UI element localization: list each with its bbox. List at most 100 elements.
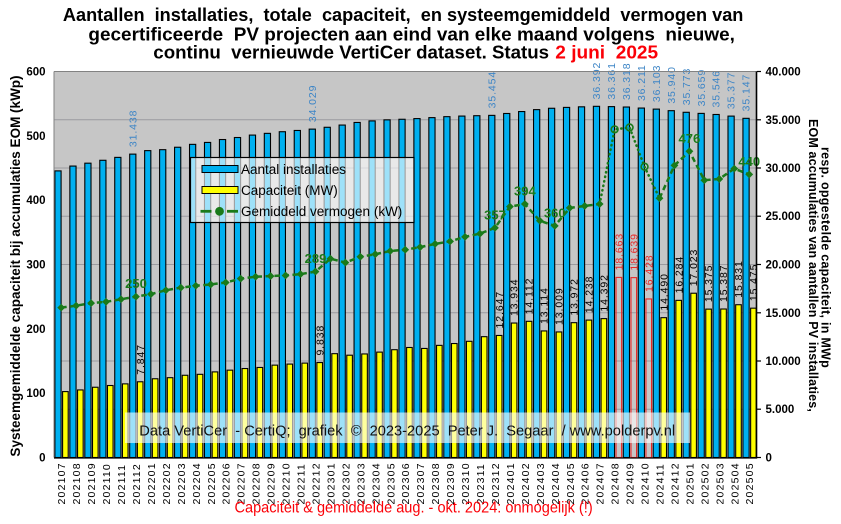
svg-text:2 juni 2025: 2 juni 2025: [555, 42, 658, 63]
svg-text:202208: 202208: [251, 462, 263, 504]
svg-text:202304: 202304: [370, 462, 382, 504]
svg-text:34.029: 34.029: [307, 85, 319, 123]
svg-text:18.639: 18.639: [628, 233, 640, 271]
svg-text:7.847: 7.847: [135, 344, 147, 375]
svg-text:Capaciteit (MW): Capaciteit (MW): [241, 183, 338, 198]
svg-text:202112: 202112: [131, 463, 143, 504]
svg-text:202402: 202402: [520, 462, 532, 504]
svg-text:202207: 202207: [236, 462, 248, 504]
svg-text:202406: 202406: [580, 462, 592, 504]
svg-text:gecertificeerde PV projecten: gecertificeerde PV projecten aan eind va…: [88, 24, 734, 45]
svg-text:202405: 202405: [565, 462, 577, 504]
svg-text:continu vernieuwde VertiCer d: continu vernieuwde VertiCer dataset. Sta…: [153, 42, 549, 63]
svg-text:202401: 202401: [505, 462, 517, 504]
svg-text:35.773: 35.773: [681, 68, 693, 106]
svg-text:440: 440: [738, 154, 760, 169]
svg-text:202311: 202311: [475, 463, 487, 504]
svg-text:202307: 202307: [415, 462, 427, 504]
svg-text:202310: 202310: [460, 462, 472, 504]
svg-text:300: 300: [26, 260, 45, 272]
svg-text:15.375: 15.375: [703, 265, 715, 303]
svg-text:202111: 202111: [116, 464, 128, 505]
svg-text:202409: 202409: [625, 462, 637, 504]
svg-text:289: 289: [305, 251, 327, 266]
svg-text:357: 357: [484, 207, 506, 222]
svg-text:202107: 202107: [56, 462, 68, 504]
svg-text:Aantal installaties: Aantal installaties: [241, 162, 346, 177]
svg-text:202301: 202301: [325, 462, 337, 504]
svg-text:40.000: 40.000: [766, 67, 801, 79]
svg-text:16.284: 16.284: [673, 256, 685, 294]
svg-text:36.318: 36.318: [621, 63, 633, 101]
svg-text:202403: 202403: [535, 462, 547, 504]
svg-text:202501: 202501: [684, 462, 696, 504]
svg-text:202302: 202302: [340, 462, 352, 504]
svg-text:100: 100: [26, 388, 45, 400]
svg-text:13.972: 13.972: [569, 278, 581, 316]
svg-text:14.112: 14.112: [524, 278, 536, 315]
svg-text:394: 394: [514, 184, 536, 199]
svg-text:Gemiddeld vermogen (kW): Gemiddeld vermogen (kW): [241, 204, 402, 219]
svg-text:EOM accumulaties van aantallen: EOM accumulaties van aantallen PV instal…: [806, 119, 820, 412]
svg-text:13.934: 13.934: [509, 279, 521, 317]
svg-text:202404: 202404: [550, 462, 562, 504]
svg-text:202505: 202505: [744, 462, 756, 504]
svg-text:15.387: 15.387: [718, 265, 730, 303]
svg-text:202308: 202308: [430, 462, 442, 504]
svg-text:500: 500: [26, 131, 45, 143]
svg-text:250: 250: [125, 276, 147, 291]
svg-text:20.000: 20.000: [766, 260, 801, 272]
svg-text:Data VertiCer - CertiQ; graf: Data VertiCer - CertiQ; grafiek © 2023-2…: [139, 423, 675, 439]
svg-text:202203: 202203: [176, 462, 188, 504]
svg-text:25.000: 25.000: [766, 211, 801, 223]
svg-text:202504: 202504: [729, 462, 741, 504]
svg-text:resp. opgestelde capaciteit, i: resp. opgestelde capaciteit, in MWp: [819, 147, 833, 368]
svg-text:14.238: 14.238: [584, 276, 596, 314]
svg-text:5.000: 5.000: [766, 404, 795, 416]
svg-text:9.838: 9.838: [314, 325, 326, 356]
svg-text:16.428: 16.428: [643, 254, 655, 292]
svg-text:Aantallen installaties, tota: Aantallen installaties, totale capacitei…: [63, 4, 743, 25]
svg-text:360: 360: [544, 205, 566, 220]
svg-text:35.000: 35.000: [766, 115, 801, 127]
svg-text:202305: 202305: [385, 462, 397, 504]
svg-text:35.377: 35.377: [726, 72, 738, 110]
svg-text:14.490: 14.490: [658, 273, 670, 311]
svg-text:202205: 202205: [206, 462, 218, 504]
svg-text:10.000: 10.000: [766, 356, 801, 368]
svg-text:400: 400: [26, 195, 45, 207]
svg-text:202410: 202410: [640, 462, 652, 504]
svg-text:202407: 202407: [595, 462, 607, 504]
svg-text:202502: 202502: [699, 462, 711, 504]
svg-text:600: 600: [26, 67, 45, 79]
svg-text:36.392: 36.392: [591, 62, 603, 100]
svg-text:202109: 202109: [86, 462, 98, 504]
svg-text:13.114: 13.114: [539, 287, 551, 324]
svg-text:35.147: 35.147: [741, 74, 753, 112]
svg-text:15.831: 15.831: [733, 260, 745, 298]
svg-text:202209: 202209: [266, 462, 278, 504]
svg-text:200: 200: [26, 324, 45, 336]
svg-text:202503: 202503: [714, 462, 726, 504]
svg-text:18.663: 18.663: [613, 233, 625, 271]
svg-text:202108: 202108: [71, 462, 83, 504]
svg-text:202303: 202303: [355, 462, 367, 504]
svg-text:35.454: 35.454: [486, 71, 498, 109]
svg-text:202110: 202110: [101, 463, 113, 504]
svg-text:Systeemgemiddelde capaciteit b: Systeemgemiddelde capaciteit bij accumul…: [8, 75, 23, 456]
svg-text:15.000: 15.000: [766, 308, 801, 320]
svg-text:13.009: 13.009: [554, 287, 566, 325]
svg-text:12.647: 12.647: [494, 291, 506, 329]
svg-text:202212: 202212: [310, 462, 322, 504]
svg-text:202408: 202408: [610, 462, 622, 504]
svg-text:35.659: 35.659: [696, 69, 708, 107]
svg-text:35.546: 35.546: [711, 70, 723, 108]
svg-text:17.023: 17.023: [688, 249, 700, 287]
svg-text:202206: 202206: [221, 462, 233, 504]
svg-text:0: 0: [766, 453, 772, 465]
svg-text:14.392: 14.392: [598, 274, 610, 312]
svg-text:202211: 202211: [296, 463, 308, 504]
svg-text:35.940: 35.940: [666, 66, 678, 104]
svg-text:36.361: 36.361: [606, 62, 618, 100]
svg-text:36.211: 36.211: [636, 64, 648, 101]
